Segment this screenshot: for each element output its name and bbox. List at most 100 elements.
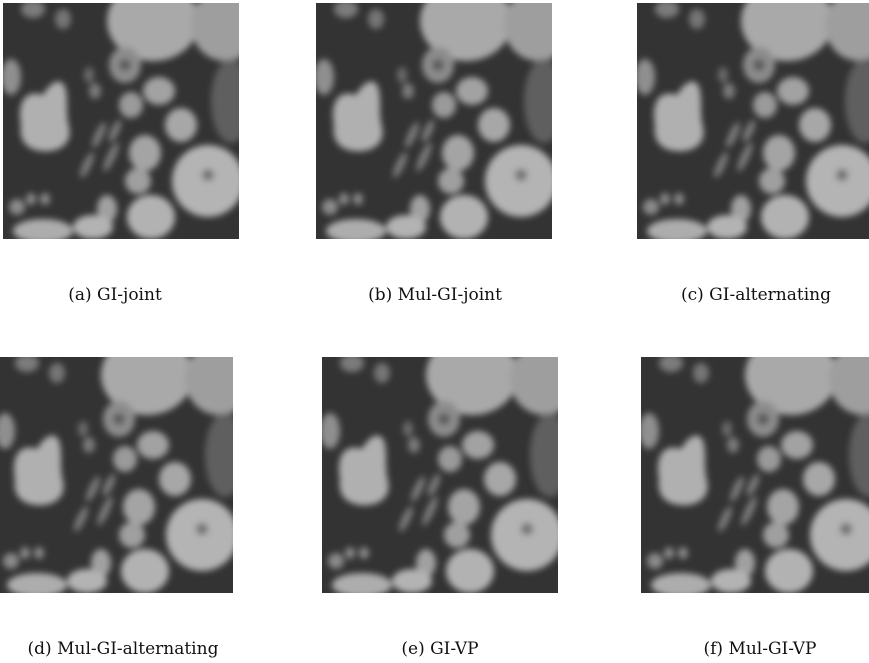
cell-blob bbox=[707, 215, 747, 239]
cell-blob bbox=[765, 549, 813, 593]
cell-blob bbox=[530, 413, 558, 497]
cell-blob bbox=[438, 168, 464, 194]
cell-blob bbox=[205, 413, 233, 497]
cell-blob bbox=[664, 547, 674, 559]
cell-blob bbox=[660, 193, 670, 205]
cell-blob bbox=[440, 195, 488, 239]
cell-blob bbox=[393, 152, 407, 178]
cell-blob bbox=[123, 489, 155, 525]
cell-blob bbox=[727, 437, 739, 453]
cell-blob bbox=[334, 3, 358, 18]
cell-blob bbox=[191, 3, 239, 61]
cell-blob bbox=[316, 59, 334, 95]
cell-blob bbox=[427, 473, 441, 497]
cell-blob bbox=[421, 119, 435, 143]
cell-blob bbox=[678, 547, 688, 559]
cell-blob bbox=[102, 473, 116, 497]
cell-blob bbox=[653, 81, 704, 152]
cell-blob bbox=[777, 77, 809, 105]
cell-blob bbox=[723, 83, 735, 99]
cell-blob bbox=[845, 59, 869, 143]
cell-blob bbox=[353, 193, 363, 205]
cell-blob bbox=[745, 357, 837, 415]
cell-blob bbox=[73, 215, 113, 239]
cell-blob bbox=[119, 522, 145, 548]
reconstruction-image bbox=[641, 357, 869, 593]
panel-b-caption: (b) Mul-GI-joint bbox=[368, 285, 502, 305]
panel-d-caption: (d) Mul-GI-alternating bbox=[27, 639, 219, 659]
cell-blob bbox=[408, 437, 420, 453]
cell-blob bbox=[137, 431, 169, 459]
cell-blob bbox=[718, 67, 728, 83]
cell-blob bbox=[0, 413, 15, 449]
cell-blob bbox=[80, 152, 94, 178]
cell-blob bbox=[504, 3, 552, 61]
cell-blob bbox=[185, 357, 233, 415]
cell-blob bbox=[97, 496, 113, 526]
cell-layer bbox=[0, 357, 233, 593]
cell-blob bbox=[9, 199, 25, 215]
panel-c-image bbox=[637, 3, 869, 239]
cell-blob bbox=[89, 83, 101, 99]
cell-blob bbox=[339, 193, 349, 205]
panel-e-caption: (e) GI-VP bbox=[401, 639, 479, 659]
cell-blob bbox=[129, 135, 161, 171]
cell-blob bbox=[711, 569, 751, 593]
cell-blob bbox=[397, 67, 407, 83]
cell-blob bbox=[742, 119, 756, 143]
cell-blob bbox=[119, 59, 131, 71]
cell-blob bbox=[108, 119, 122, 143]
cell-blob bbox=[332, 573, 392, 593]
cell-blob bbox=[757, 413, 769, 425]
cell-blob bbox=[392, 569, 432, 593]
cell-blob bbox=[438, 413, 450, 425]
cell-blob bbox=[655, 3, 679, 18]
cell-blob bbox=[515, 169, 527, 181]
cell-blob bbox=[484, 462, 516, 496]
cell-blob bbox=[491, 499, 558, 571]
cell-blob bbox=[127, 195, 175, 239]
cell-blob bbox=[399, 506, 413, 532]
cell-blob bbox=[746, 473, 760, 497]
cell-blob bbox=[446, 549, 494, 593]
cell-blob bbox=[806, 145, 869, 217]
cell-blob bbox=[338, 435, 389, 506]
cell-blob bbox=[836, 169, 848, 181]
cell-blob bbox=[714, 152, 728, 178]
cell-blob bbox=[432, 92, 456, 118]
cell-blob bbox=[74, 506, 88, 532]
panel-e-image bbox=[322, 357, 558, 593]
cell-blob bbox=[735, 549, 755, 577]
cell-blob bbox=[753, 59, 765, 71]
cell-blob bbox=[143, 77, 175, 105]
cell-blob bbox=[328, 553, 344, 569]
cell-blob bbox=[718, 506, 732, 532]
cell-blob bbox=[410, 195, 430, 223]
cell-blob bbox=[521, 523, 533, 535]
cell-blob bbox=[761, 195, 809, 239]
cell-blob bbox=[825, 3, 869, 61]
cell-blob bbox=[7, 573, 67, 593]
cell-blob bbox=[165, 108, 197, 142]
cell-blob bbox=[462, 431, 494, 459]
cell-blob bbox=[20, 547, 30, 559]
cell-blob bbox=[799, 108, 831, 142]
cell-blob bbox=[403, 421, 413, 437]
cell-blob bbox=[438, 446, 462, 472]
cell-blob bbox=[637, 59, 655, 95]
cell-blob bbox=[97, 195, 117, 223]
panel-f-caption: (f) Mul-GI-VP bbox=[703, 639, 817, 659]
cell-blob bbox=[432, 59, 444, 71]
cell-blob bbox=[485, 145, 552, 217]
cell-blob bbox=[442, 135, 474, 171]
cell-blob bbox=[326, 219, 386, 239]
cell-blob bbox=[101, 357, 193, 415]
cell-blob bbox=[368, 9, 384, 29]
reconstruction-image bbox=[322, 357, 558, 593]
cell-blob bbox=[402, 83, 414, 99]
cell-blob bbox=[524, 59, 552, 143]
cell-blob bbox=[125, 168, 151, 194]
cell-blob bbox=[737, 142, 753, 172]
cell-blob bbox=[416, 549, 436, 577]
cell-blob bbox=[40, 193, 50, 205]
